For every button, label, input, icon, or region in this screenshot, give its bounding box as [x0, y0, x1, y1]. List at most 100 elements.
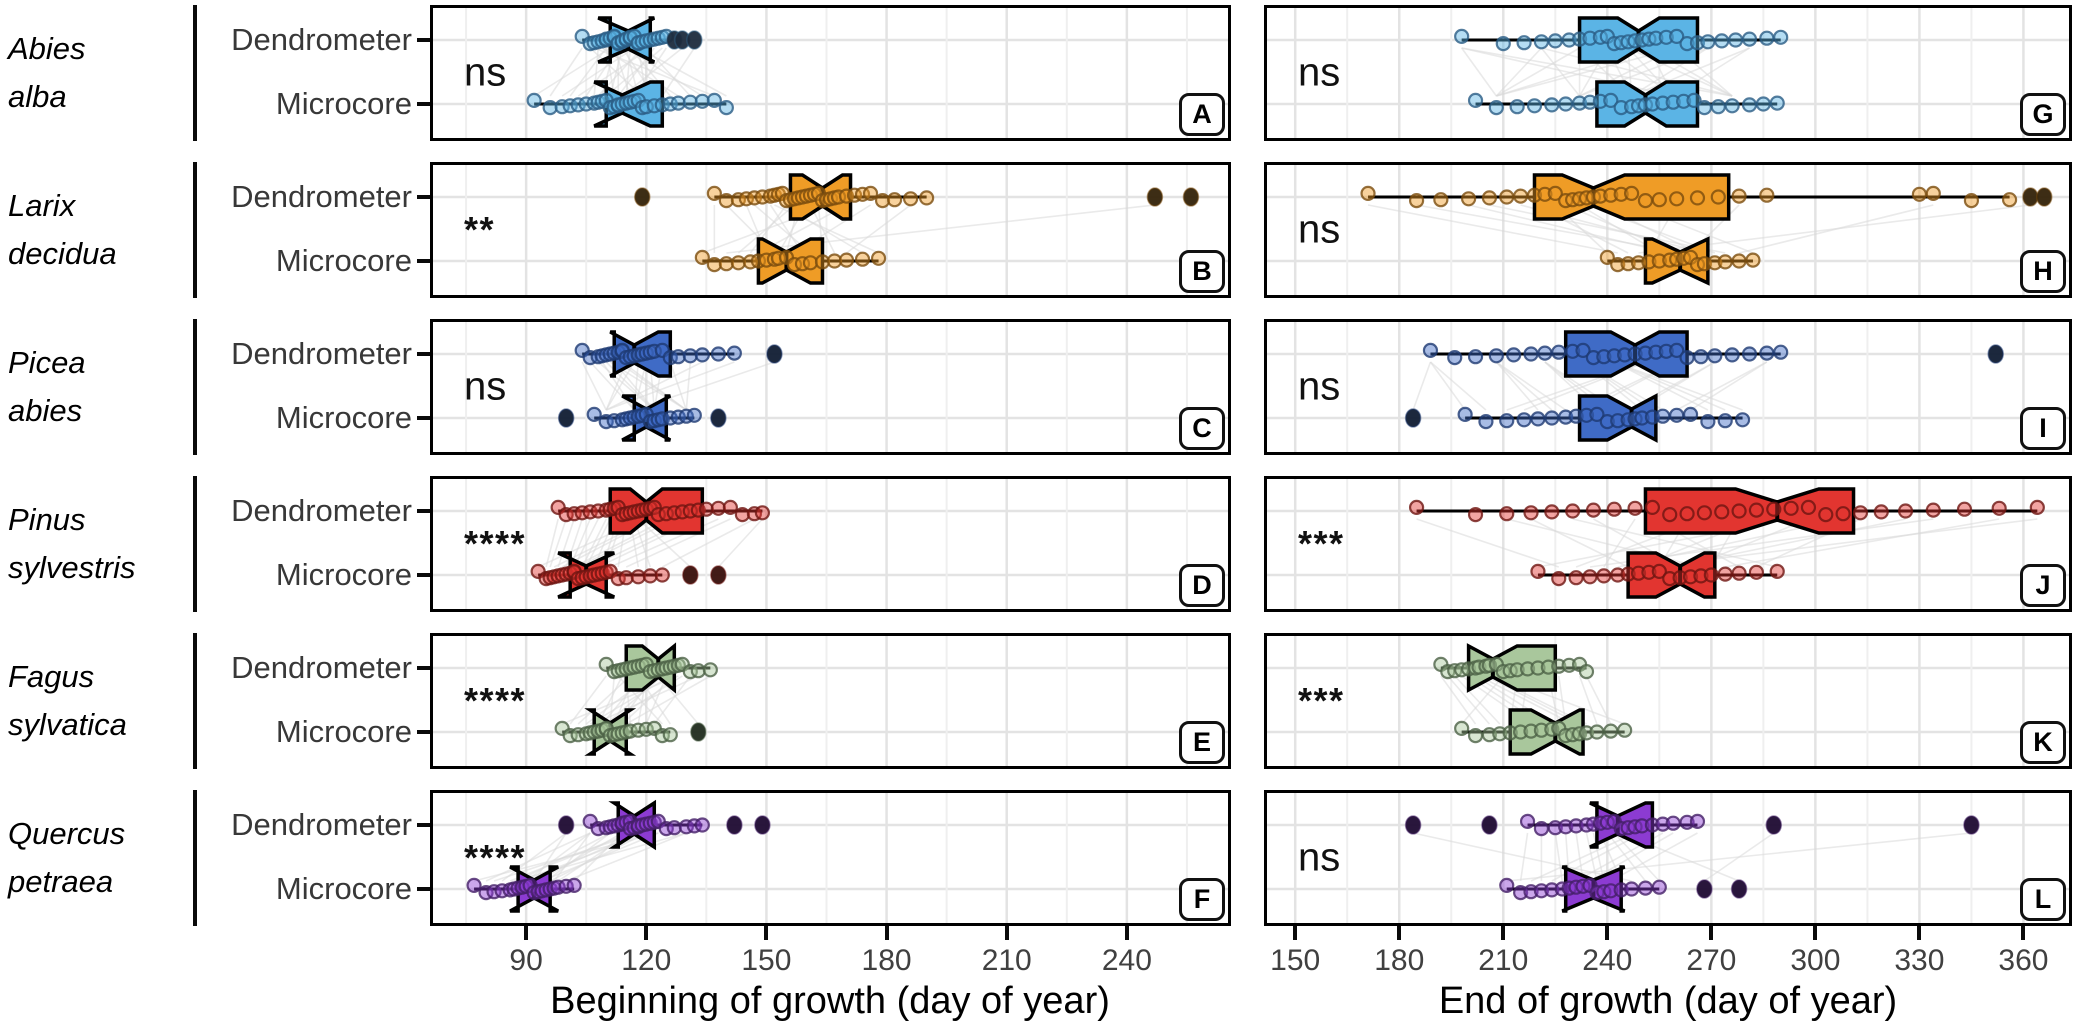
panel-A: ns A	[430, 5, 1231, 141]
species-name-line: petraea	[8, 864, 114, 899]
x-axis-tick	[884, 926, 889, 940]
species-name-line: Quercus	[8, 815, 126, 851]
category-tick	[417, 352, 430, 356]
group-label-dendrometer: Dendrometer	[231, 493, 412, 528]
species-name-line: Abies	[8, 30, 86, 66]
species-label-abies-alba: Abies alba	[8, 25, 188, 121]
category-tick	[417, 823, 430, 827]
species-name-line: Pinus	[8, 501, 86, 537]
panel-I: ns I	[1264, 319, 2072, 455]
boxplot-canvas-E	[430, 633, 1231, 769]
category-tick	[417, 509, 430, 513]
x-tick-label: 90	[509, 944, 543, 977]
category-tick	[417, 666, 430, 670]
species-separator-line	[193, 633, 197, 769]
significance-label-K: ***	[1298, 680, 1345, 721]
panel-F: **** F	[430, 790, 1231, 926]
group-label-microcore: Microcore	[275, 86, 412, 121]
species-label-larix-decidua: Larix decidua	[8, 182, 188, 278]
panel-J: *** J	[1264, 476, 2072, 612]
species-separator-line	[193, 476, 197, 612]
x-tick-label: 150	[741, 944, 792, 977]
group-label-microcore: Microcore	[275, 557, 412, 592]
significance-label-H: ns	[1298, 207, 1341, 252]
boxplot-canvas-H	[1264, 162, 2072, 298]
panel-K: *** K	[1264, 633, 2072, 769]
x-tick-label: 210	[1478, 944, 1529, 977]
x-axis-title-beginning: Beginning of growth (day of year)	[550, 980, 1110, 1022]
category-tick	[417, 416, 430, 420]
panel-D: **** D	[430, 476, 1231, 612]
boxplot-canvas-D	[430, 476, 1231, 612]
boxplot-canvas-J	[1264, 476, 2072, 612]
species-separator-line	[193, 5, 197, 141]
species-name-line: alba	[8, 79, 67, 114]
significance-label-J: ***	[1298, 523, 1345, 564]
x-tick-label: 330	[1894, 944, 1945, 977]
panel-letter-K: K	[2020, 721, 2066, 764]
category-tick	[417, 259, 430, 263]
x-tick-label: 150	[1270, 944, 1321, 977]
boxplot-canvas-F	[430, 790, 1231, 926]
panel-letter-A: A	[1179, 93, 1225, 136]
species-name-line: Larix	[8, 187, 76, 223]
boxplot-canvas-K	[1264, 633, 2072, 769]
category-tick	[417, 38, 430, 42]
panel-letter-H: H	[2020, 250, 2066, 293]
species-label-fagus-sylvatica: Fagus sylvatica	[8, 653, 188, 749]
group-label-microcore: Microcore	[275, 871, 412, 906]
x-tick-label: 300	[1790, 944, 1841, 977]
x-tick-label: 240	[1582, 944, 1633, 977]
species-name-line: sylvestris	[8, 550, 136, 585]
panel-letter-D: D	[1179, 564, 1225, 607]
group-label-dendrometer: Dendrometer	[231, 179, 412, 214]
significance-label-A: ns	[464, 50, 507, 95]
boxplot-canvas-I	[1264, 319, 2072, 455]
species-name-line: decidua	[8, 236, 117, 271]
panel-letter-J: J	[2020, 564, 2066, 607]
significance-label-D: ****	[464, 523, 527, 564]
panel-C: ns C	[430, 319, 1231, 455]
x-tick-label: 270	[1686, 944, 1737, 977]
x-axis-tick	[644, 926, 649, 940]
significance-label-E: ****	[464, 680, 527, 721]
x-axis-tick	[1004, 926, 1009, 940]
x-axis-tick	[1501, 926, 1506, 940]
species-name-line: Picea	[8, 344, 86, 380]
category-tick	[417, 102, 430, 106]
significance-label-L: ns	[1298, 835, 1341, 880]
species-label-picea-abies: Picea abies	[8, 339, 188, 435]
significance-label-I: ns	[1298, 364, 1341, 409]
boxplot-canvas-C	[430, 319, 1231, 455]
x-tick-label: 360	[1998, 944, 2049, 977]
significance-label-C: ns	[464, 364, 507, 409]
species-name-line: abies	[8, 393, 83, 428]
x-axis-tick	[1605, 926, 1610, 940]
x-axis-title-end: End of growth (day of year)	[1438, 980, 1898, 1022]
panel-letter-L: L	[2020, 878, 2066, 921]
significance-label-G: ns	[1298, 50, 1341, 95]
group-label-microcore: Microcore	[275, 243, 412, 278]
x-axis-tick	[1917, 926, 1922, 940]
boxplot-canvas-L	[1264, 790, 2072, 926]
species-name-line: sylvatica	[8, 707, 127, 742]
x-tick-label: 210	[981, 944, 1032, 977]
x-tick-label: 180	[861, 944, 912, 977]
panel-L: ns L	[1264, 790, 2072, 926]
panel-B: ** B	[430, 162, 1231, 298]
species-label-pinus-sylvestris: Pinus sylvestris	[8, 496, 188, 592]
group-label-dendrometer: Dendrometer	[231, 807, 412, 842]
panel-G: ns G	[1264, 5, 2072, 141]
x-tick-label: 120	[621, 944, 672, 977]
category-tick	[417, 887, 430, 891]
category-tick	[417, 195, 430, 199]
species-name-line: Fagus	[8, 658, 95, 694]
group-label-microcore: Microcore	[275, 714, 412, 749]
boxplot-canvas-G	[1264, 5, 2072, 141]
significance-label-F: ****	[464, 837, 527, 878]
panel-E: **** E	[430, 633, 1231, 769]
panel-H: ns H	[1264, 162, 2072, 298]
category-tick	[417, 730, 430, 734]
x-axis-tick	[1293, 926, 1298, 940]
